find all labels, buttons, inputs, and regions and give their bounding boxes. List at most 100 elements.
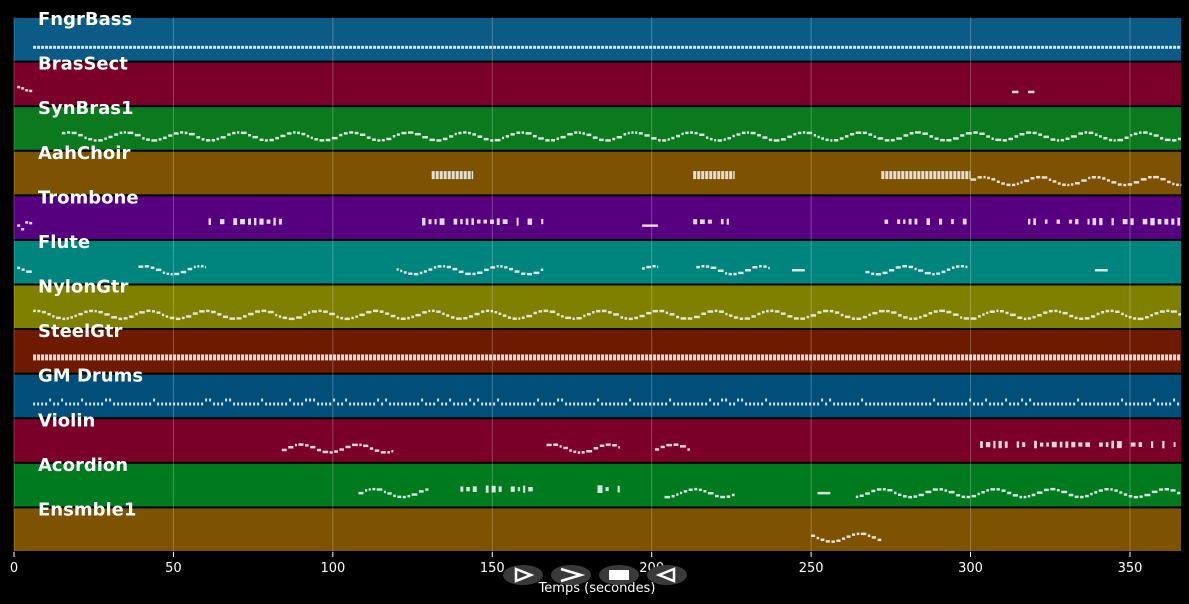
note bbox=[240, 131, 247, 135]
note bbox=[77, 402, 80, 406]
note bbox=[657, 354, 661, 361]
note bbox=[699, 133, 705, 136]
note bbox=[125, 402, 128, 406]
note bbox=[925, 402, 928, 406]
note bbox=[649, 45, 653, 49]
note bbox=[505, 402, 508, 406]
note bbox=[969, 171, 971, 180]
note bbox=[753, 45, 757, 49]
note bbox=[1023, 317, 1027, 321]
rewind-button[interactable] bbox=[647, 565, 687, 585]
note bbox=[649, 402, 652, 406]
note bbox=[333, 354, 337, 361]
note bbox=[733, 316, 739, 319]
playback-controls[interactable] bbox=[503, 565, 687, 585]
note bbox=[933, 310, 938, 313]
note bbox=[1173, 354, 1177, 361]
forward-button[interactable] bbox=[551, 565, 591, 585]
note bbox=[442, 312, 445, 316]
note bbox=[317, 354, 321, 361]
note bbox=[1098, 489, 1103, 492]
note bbox=[693, 354, 697, 361]
note bbox=[637, 354, 641, 361]
note bbox=[1001, 489, 1006, 492]
note bbox=[355, 315, 358, 318]
note bbox=[157, 354, 161, 361]
note bbox=[336, 315, 339, 319]
note bbox=[913, 402, 916, 406]
play-button[interactable] bbox=[503, 565, 543, 585]
note bbox=[780, 138, 786, 141]
note bbox=[525, 45, 529, 49]
note bbox=[817, 311, 822, 314]
note bbox=[951, 266, 955, 269]
note bbox=[915, 131, 921, 134]
note bbox=[709, 45, 713, 49]
note bbox=[237, 131, 240, 134]
note bbox=[732, 134, 735, 138]
note bbox=[589, 402, 592, 406]
note bbox=[297, 45, 301, 49]
note bbox=[830, 139, 833, 142]
note bbox=[523, 485, 526, 493]
note bbox=[233, 45, 237, 49]
note bbox=[1041, 45, 1045, 49]
note bbox=[714, 139, 717, 142]
note bbox=[797, 354, 801, 361]
note bbox=[305, 45, 309, 49]
note bbox=[642, 224, 658, 227]
note bbox=[1075, 219, 1079, 225]
note bbox=[869, 45, 873, 49]
note bbox=[937, 402, 940, 406]
note bbox=[345, 354, 349, 361]
note bbox=[443, 171, 447, 180]
note bbox=[560, 135, 566, 139]
note bbox=[233, 218, 238, 225]
note bbox=[456, 317, 462, 320]
note bbox=[924, 271, 931, 275]
note bbox=[677, 354, 681, 361]
note bbox=[165, 402, 168, 406]
note bbox=[229, 398, 232, 402]
note bbox=[105, 45, 109, 49]
note bbox=[373, 45, 377, 49]
note bbox=[473, 354, 477, 361]
note bbox=[1093, 354, 1097, 361]
note bbox=[581, 45, 585, 49]
note bbox=[306, 134, 310, 138]
note bbox=[1012, 183, 1016, 187]
note bbox=[206, 139, 211, 142]
note bbox=[405, 45, 409, 49]
note bbox=[996, 309, 999, 313]
note bbox=[757, 402, 760, 406]
tick-label: 50 bbox=[165, 561, 182, 576]
note bbox=[1111, 218, 1114, 226]
note-segment bbox=[61, 131, 1181, 142]
note bbox=[161, 402, 164, 406]
note bbox=[956, 494, 961, 497]
note bbox=[597, 354, 601, 361]
note bbox=[913, 171, 917, 180]
note bbox=[396, 268, 399, 271]
note-segment bbox=[138, 265, 207, 276]
note bbox=[1097, 402, 1100, 406]
note-segment bbox=[1028, 217, 1181, 226]
note bbox=[901, 354, 905, 361]
stop-button[interactable] bbox=[599, 565, 639, 585]
note bbox=[377, 354, 381, 361]
note bbox=[949, 354, 953, 361]
note bbox=[538, 137, 544, 140]
note bbox=[149, 45, 153, 49]
note bbox=[61, 131, 66, 135]
note bbox=[573, 45, 577, 49]
tick-label: 250 bbox=[799, 561, 824, 576]
note bbox=[45, 354, 49, 361]
note bbox=[17, 224, 21, 227]
note bbox=[989, 45, 993, 49]
note bbox=[781, 354, 785, 361]
note bbox=[1128, 495, 1133, 498]
note bbox=[1000, 310, 1004, 313]
note bbox=[181, 354, 185, 361]
note bbox=[61, 398, 64, 402]
note bbox=[781, 402, 784, 406]
